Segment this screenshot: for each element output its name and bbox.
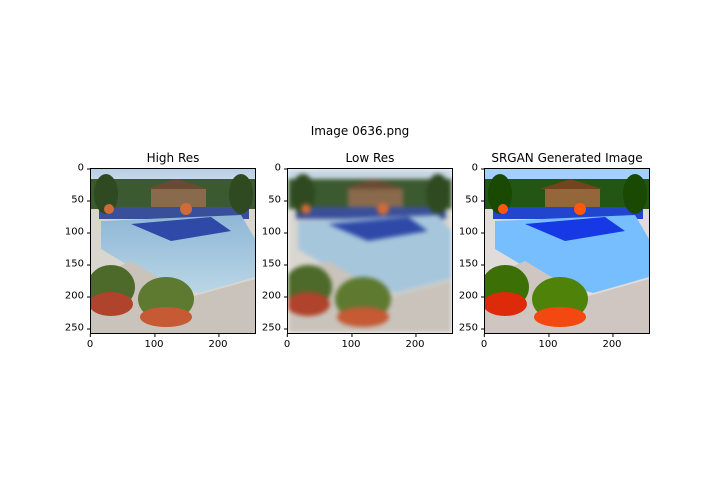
ytick-label: 200: [50, 291, 90, 302]
panel-low-res: Low Res 0 50 100 150 200 250 0 100 200: [262, 151, 453, 350]
ytick-label: 250: [444, 323, 484, 334]
ytick-label: 150: [247, 259, 287, 270]
panel-srgan: SRGAN Generated Image 0 50 100 150 200 2…: [459, 151, 650, 350]
xtick-label: 100: [144, 334, 164, 350]
ytick-label: 0: [247, 163, 287, 174]
pool-photo: [485, 169, 649, 333]
xtick-label: 200: [405, 334, 425, 350]
ytick-label: 0: [444, 163, 484, 174]
xtick-label: 0: [284, 334, 290, 350]
ytick-label: 50: [444, 195, 484, 206]
pool-image-low-res: [287, 168, 453, 334]
xtick-label: 100: [341, 334, 361, 350]
panel-high-res: High Res: [65, 151, 256, 350]
ytick-label: 100: [247, 227, 287, 238]
ytick-label: 250: [50, 323, 90, 334]
xtick-label: 200: [208, 334, 228, 350]
ytick-label: 200: [444, 291, 484, 302]
panel-title-high-res: High Res: [146, 151, 200, 165]
ytick-label: 50: [247, 195, 287, 206]
pool-image-high-res: [90, 168, 256, 334]
pool-photo: [91, 169, 255, 333]
xtick-label: 0: [87, 334, 93, 350]
pool-image-srgan: [484, 168, 650, 334]
xtick-label: 200: [602, 334, 622, 350]
panel-title-srgan: SRGAN Generated Image: [491, 151, 643, 165]
panel-title-low-res: Low Res: [345, 151, 395, 165]
xtick-label: 0: [481, 334, 487, 350]
ytick-label: 50: [50, 195, 90, 206]
ytick-label: 100: [50, 227, 90, 238]
pool-photo: [288, 169, 452, 333]
ytick-label: 200: [247, 291, 287, 302]
ytick-label: 0: [50, 163, 90, 174]
ytick-label: 100: [444, 227, 484, 238]
ytick-label: 150: [50, 259, 90, 270]
xtick-label: 100: [538, 334, 558, 350]
ytick-label: 250: [247, 323, 287, 334]
ytick-label: 150: [444, 259, 484, 270]
figure-suptitle: Image 0636.png: [310, 124, 410, 138]
